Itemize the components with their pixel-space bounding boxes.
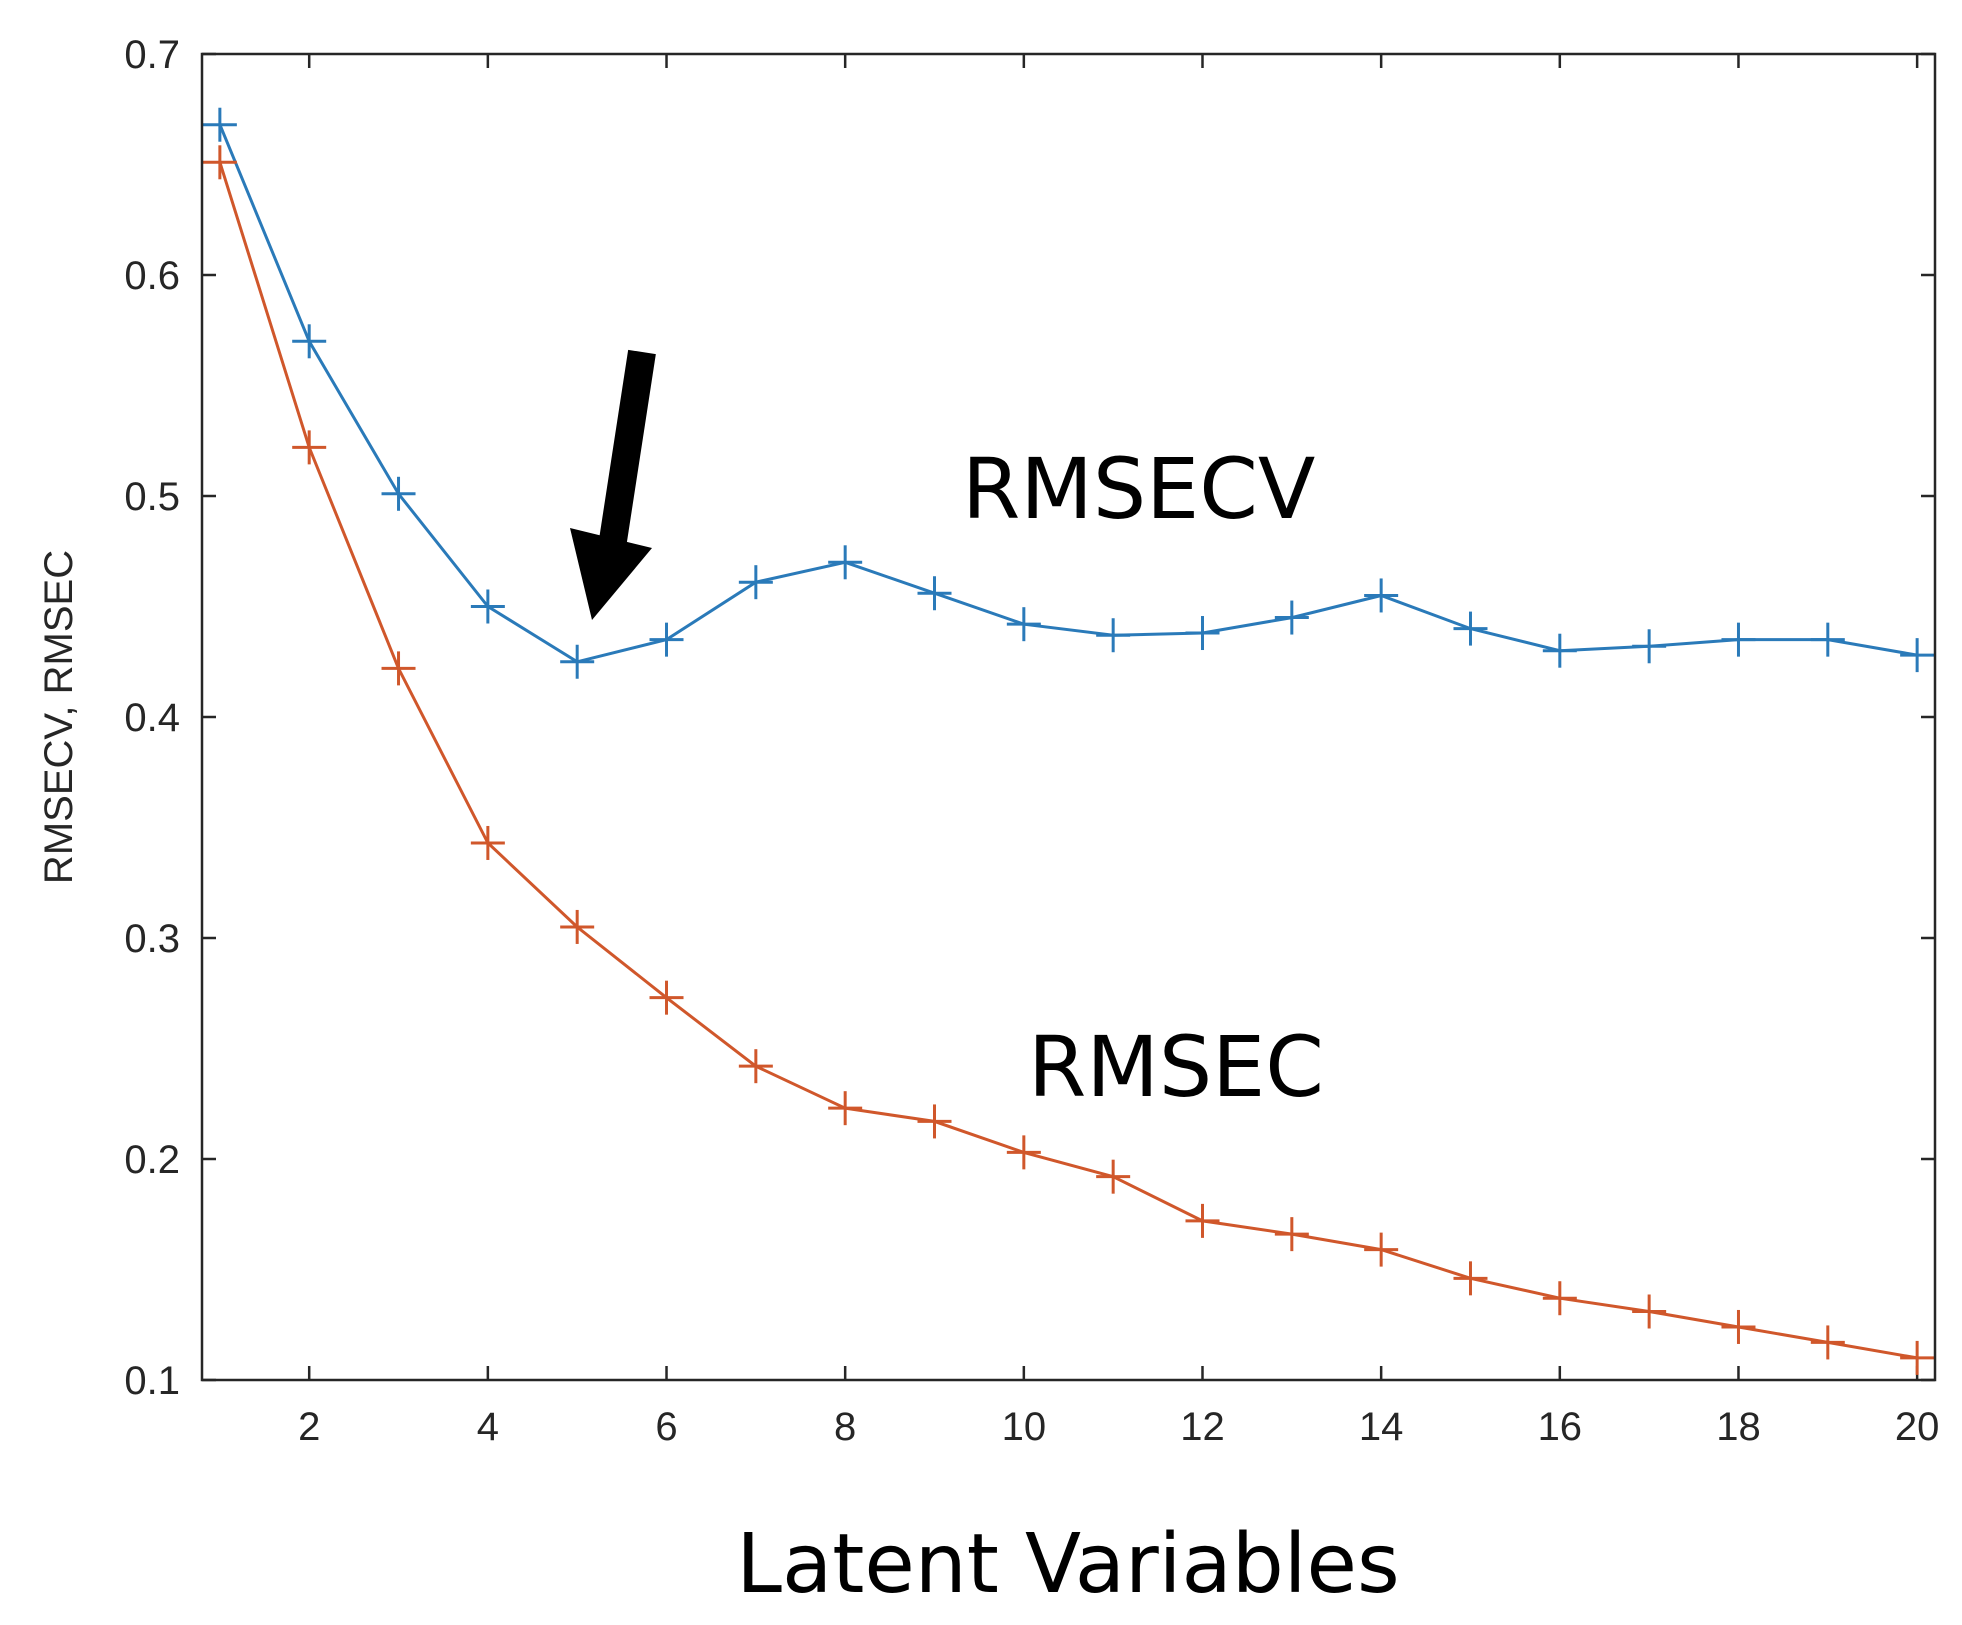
rmsecv-point [1453,611,1488,646]
y-tick-label: 0.1 [124,1359,180,1403]
y-axis-label: RMSECV, RMSEC [37,550,81,884]
rmsec-point [1542,1281,1577,1316]
x-tick-label: 18 [1716,1405,1761,1449]
rmsec-point [1185,1203,1220,1238]
y-tick-label: 0.2 [124,1138,180,1182]
x-tick-label: 20 [1895,1405,1940,1449]
rmsec-point [828,1091,863,1126]
rmsecv-point [470,589,505,624]
x-tick-label: 2 [298,1405,320,1449]
plot-frame [200,52,1937,1382]
rmsecv-point [1810,622,1845,657]
x-tick-label: 14 [1359,1405,1404,1449]
y-tick-label: 0.3 [124,917,180,961]
rmsecv-point [1721,622,1756,657]
y-tick-label: 0.4 [124,696,180,740]
x-tick-label: 16 [1538,1405,1583,1449]
rmsec-point [202,145,237,180]
rmsec-point [1810,1325,1845,1360]
rmsec-point [470,825,505,860]
rmsecv-point [1900,638,1935,673]
rmsec-point [1274,1217,1309,1252]
rmsec-point [649,980,684,1015]
y-tick-label: 0.6 [124,254,180,298]
rmsecv-point [560,644,595,679]
rmsecv-point [917,576,952,611]
minimum-arrow-icon [570,349,656,620]
rmsec-line [218,161,1918,1360]
rmsecv-point [828,545,863,580]
rmsec-point [292,430,327,465]
rmsecv-point [738,565,773,600]
rmsec-point [1632,1294,1667,1329]
rmsec-annotation: RMSEC [1028,1018,1324,1116]
x-tick-label: 6 [655,1405,677,1449]
x-tick-label: 4 [477,1405,499,1449]
rmsec-point [560,909,595,944]
rmsecv-point [1542,633,1577,668]
rmsecv-point [292,324,327,359]
rmsec-point [1006,1135,1041,1170]
series-layer [202,107,1935,1375]
x-tick-label: 12 [1180,1405,1225,1449]
rmsecv-point [1185,616,1220,651]
rmsecv-point [1632,629,1667,664]
rmsecv-point [1274,600,1309,635]
rmsec-point [381,651,416,686]
rmsec-point [1096,1159,1131,1194]
rmsec-point [917,1104,952,1139]
plot-background [202,54,1935,1380]
ticks-layer: 2 4 6 8 10 12 14 16 18 20 0.1 0.2 0.3 0.4 0.5 0.6 0.7 [124,33,1939,1449]
rmsecv-point [202,107,237,142]
x-tick-label: 8 [834,1405,856,1449]
rmsec-point [1900,1340,1935,1375]
rmsecv-point [1006,607,1041,642]
rmsec-point [1453,1261,1488,1296]
rmsecv-point [381,476,416,511]
rmsec-point [1364,1232,1399,1267]
rmsec-point [738,1049,773,1084]
rmsecv-point [1364,578,1399,613]
y-tick-label: 0.5 [124,475,180,519]
x-axis-label: Latent Variables [736,1517,1399,1612]
rmsecv-point [649,622,684,657]
rmsecv-annotation: RMSECV [962,440,1315,538]
x-tick-label: 10 [1002,1405,1047,1449]
rmsecv-point [1096,618,1131,653]
y-tick-label: 0.7 [124,33,180,77]
rmsec-point [1721,1309,1756,1344]
